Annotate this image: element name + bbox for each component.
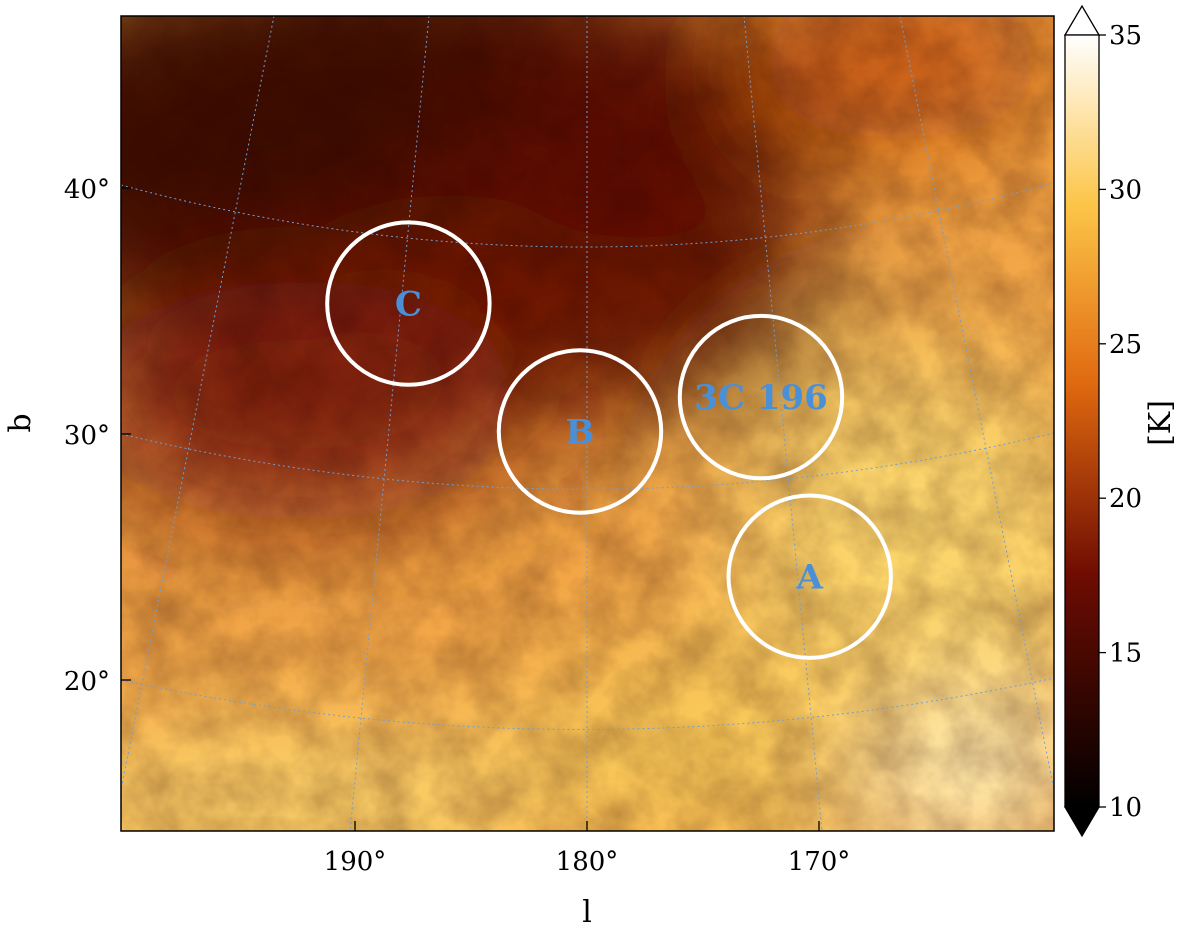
- x-tick-label-190: 190°: [324, 847, 387, 877]
- colorbar-extend-max: [1063, 4, 1101, 36]
- colorbar-tick-label-3: 25: [1109, 330, 1142, 360]
- grid-line-l195: [121, 16, 275, 791]
- region-circle-0: [325, 220, 492, 387]
- region-label-0: C: [395, 285, 422, 325]
- colorbar-tick-label-2: 20: [1109, 484, 1142, 514]
- colorbar-ticks: 10 15 20 25 30 35: [1099, 21, 1142, 823]
- colorbar-tick-label-4: 30: [1109, 175, 1142, 205]
- region-label-3: A: [796, 558, 824, 598]
- x-tick-labels: 190° 180° 170°: [324, 847, 851, 877]
- region-markers: C B 3C 196 A: [325, 220, 893, 660]
- colorbar-extend-min: [1063, 806, 1101, 838]
- colorbar-tick-label-1: 15: [1109, 639, 1142, 669]
- region-circle-2: [677, 313, 845, 481]
- colorbar-gradient: [1064, 34, 1100, 808]
- colorbar: 10 15 20 25 30 35 [K]: [1063, 4, 1178, 838]
- heatmap-image: [121, 16, 1054, 831]
- x-tick-label-180: 180°: [556, 847, 619, 877]
- axis-ticks: [121, 187, 820, 831]
- region-circle-1: [496, 348, 664, 515]
- y-tick-label-30: 30°: [64, 421, 110, 451]
- y-tick-label-20: 20°: [64, 667, 110, 697]
- colorbar-tick-label-5: 35: [1109, 21, 1142, 51]
- colorbar-tick-label-0: 10: [1109, 793, 1142, 823]
- region-label-2: 3C 196: [694, 378, 828, 418]
- grid-line-l190: [349, 16, 430, 831]
- grid-line-l165: [899, 16, 1054, 791]
- colorbar-label: [K]: [1143, 400, 1178, 446]
- y-tick-label-40: 40°: [64, 175, 110, 205]
- region-label-1: B: [566, 413, 595, 453]
- y-tick-labels: 40° 30° 20°: [64, 175, 110, 697]
- x-tick-label-170: 170°: [788, 847, 851, 877]
- x-axis-title: l: [582, 895, 592, 930]
- region-circle-3: [726, 493, 893, 660]
- grid-line-l170: [743, 16, 823, 831]
- y-axis-title: b: [3, 413, 38, 432]
- coordinate-grid: [121, 16, 1054, 831]
- grid-line-b30: [121, 432, 1054, 490]
